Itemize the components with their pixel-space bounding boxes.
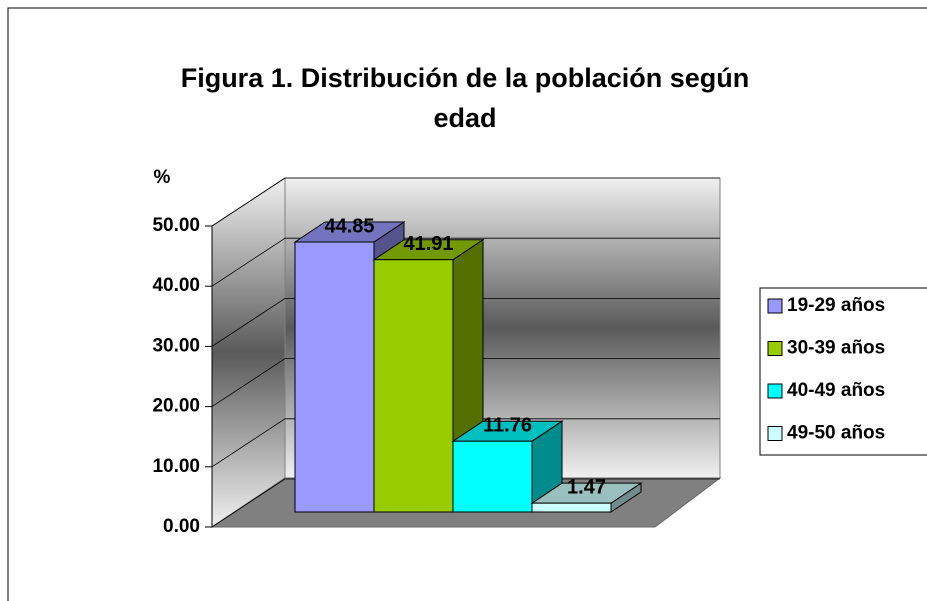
chart-title: Figura 1. Distribución de la población s…: [181, 63, 750, 93]
legend-swatch: [767, 298, 783, 314]
data-label: 44.85: [324, 215, 374, 237]
grid-line: [211, 237, 286, 287]
y-tick-label: 0.00: [163, 516, 200, 537]
y-tick-label: 10.00: [152, 456, 200, 477]
bar: [373, 259, 454, 513]
bar: [294, 241, 375, 513]
legend-label: 40-49 años: [787, 380, 885, 401]
grid-line: [211, 298, 286, 347]
legend-label: 19-29 años: [787, 295, 885, 316]
grid-line: [211, 358, 286, 407]
y-tick-label: 20.00: [152, 396, 200, 417]
bar: [452, 440, 533, 513]
grid-line: [211, 177, 286, 227]
legend: [759, 287, 927, 456]
legend-swatch: [767, 383, 783, 399]
side-wall: [211, 177, 286, 528]
y-tick-label: 40.00: [152, 275, 200, 296]
y-tick-label: 30.00: [152, 335, 200, 356]
data-label: 11.76: [483, 414, 532, 436]
chart-title: edad: [433, 103, 496, 133]
legend-swatch: [767, 426, 783, 441]
data-label: 41.91: [403, 233, 453, 255]
legend-label: 49-50 años: [787, 423, 885, 444]
legend-swatch: [767, 341, 783, 356]
grid-line: [211, 478, 286, 528]
y-axis-label: %: [154, 167, 171, 188]
bar: [531, 502, 612, 513]
grid-line: [211, 418, 286, 468]
data-label: 1.47: [567, 476, 606, 498]
legend-label: 30-39 años: [787, 338, 885, 359]
y-tick-label: 50.00: [152, 215, 200, 236]
